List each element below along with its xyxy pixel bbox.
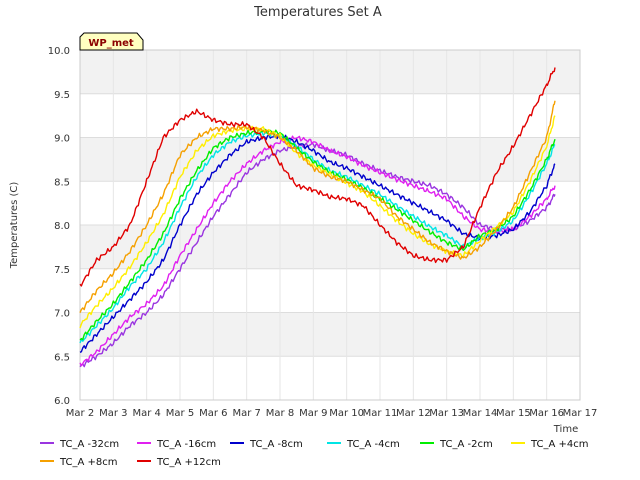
y-tick-label: 7.0	[54, 309, 70, 320]
site-badge-text: WP_met	[88, 38, 134, 49]
x-tick-label: Mar 7	[232, 408, 260, 419]
chart-title: Temperatures Set A	[253, 5, 382, 20]
x-tick-label: Mar 16	[529, 408, 564, 419]
x-tick-label: Mar 12	[396, 408, 431, 419]
y-axis-label: Temperatures (C)	[9, 182, 20, 270]
site-badge: WP_met	[79, 32, 144, 51]
series-line-tc-a-8cm	[79, 100, 556, 313]
legend-label: TC_A -2cm	[439, 439, 493, 450]
series-line-tc-a-2cm	[79, 128, 556, 341]
site-badge-shape	[79, 32, 144, 51]
legend-label: TC_A +12cm	[156, 457, 221, 468]
y-tick-label: 6.0	[54, 396, 70, 407]
y-tick-label: 7.5	[54, 265, 70, 276]
y-axis-ticks: 6.0 6.5 7.0 7.5 8.0 8.5 9.0 9.5 10.0	[48, 46, 70, 407]
y-tick-label: 10.0	[48, 46, 70, 57]
x-axis-ticks: Mar 2 Mar 3 Mar 4 Mar 5 Mar 6 Mar 7 Mar 8 Mar 9…	[66, 408, 598, 419]
x-tick-label: Mar 11	[363, 408, 398, 419]
plot-band	[80, 268, 580, 313]
legend-label: TC_A -32cm	[59, 439, 119, 450]
x-tick-label: Mar 5	[166, 408, 194, 419]
plot-band	[80, 312, 580, 357]
x-tick-label: Mar 13	[429, 408, 464, 419]
x-tick-label: Mar 8	[266, 408, 294, 419]
x-axis-label: Time	[553, 424, 578, 435]
y-tick-label: 8.0	[54, 221, 70, 232]
x-tick-label: Mar 9	[299, 408, 327, 419]
legend-label: TC_A +8cm	[59, 457, 118, 468]
legend-label: TC_A -4cm	[346, 439, 400, 450]
y-tick-label: 6.5	[54, 352, 70, 363]
y-tick-label: 9.5	[54, 90, 70, 101]
x-tick-label: Mar 17	[563, 408, 598, 419]
plot-band	[80, 356, 580, 400]
series-line-tc-a-16cm	[79, 135, 556, 367]
series-line-tc-a-12cm	[79, 67, 556, 287]
x-tick-label: Mar 2	[66, 408, 94, 419]
x-tick-label: Mar 15	[496, 408, 531, 419]
x-tick-label: Mar 14	[463, 408, 498, 419]
series-lines	[79, 67, 556, 368]
legend-label: TC_A -8cm	[249, 439, 303, 450]
x-tick-label: Mar 10	[329, 408, 364, 419]
plot-band	[80, 181, 580, 225]
plot-area-frame	[79, 49, 581, 401]
x-tick-label: Mar 4	[132, 408, 160, 419]
plot-band	[80, 50, 580, 94]
legend-label: TC_A -16cm	[156, 439, 216, 450]
y-tick-label: 9.0	[54, 134, 70, 145]
x-tick-label: Mar 3	[99, 408, 127, 419]
series-line-tc-a-32cm	[79, 142, 556, 368]
y-tick-label: 8.5	[54, 177, 70, 188]
legend-label: TC_A +4cm	[530, 439, 589, 450]
legend: TC_A -32cm TC_A -16cm TC_A -8cm TC_A -4cm TC…	[40, 439, 589, 468]
series-line-tc-a-4cm	[79, 130, 556, 344]
x-tick-label: Mar 6	[199, 408, 227, 419]
plot-band	[80, 93, 580, 138]
